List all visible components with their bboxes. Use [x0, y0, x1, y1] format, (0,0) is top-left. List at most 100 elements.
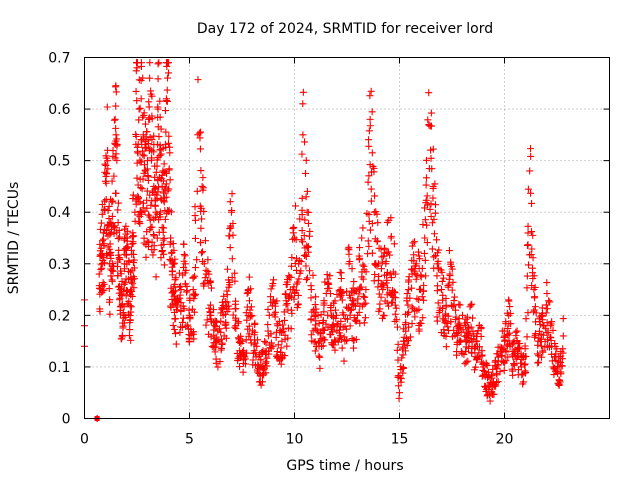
data-point [203, 316, 211, 324]
data-point [212, 333, 220, 341]
data-point [102, 227, 110, 235]
data-point [507, 320, 515, 328]
data-point [139, 151, 147, 159]
data-point [489, 365, 497, 373]
data-point [473, 353, 481, 361]
data-point [200, 207, 208, 215]
data-point [384, 284, 392, 292]
data-point [109, 223, 117, 231]
data-point [271, 308, 279, 316]
data-point [438, 268, 446, 276]
data-point [418, 293, 426, 301]
data-point [438, 305, 446, 313]
data-point [155, 133, 163, 141]
data-point [111, 115, 119, 123]
data-point [434, 257, 442, 265]
data-point [223, 265, 231, 273]
data-point [534, 359, 542, 367]
data-point [404, 286, 412, 294]
data-point [389, 286, 397, 294]
data-point [198, 215, 206, 223]
data-point [283, 300, 291, 308]
data-point [428, 245, 436, 253]
data-point [264, 305, 272, 313]
data-point [143, 237, 151, 245]
data-point [523, 284, 531, 292]
data-point [372, 259, 380, 267]
data-point [365, 142, 373, 150]
data-point [304, 208, 312, 216]
data-point [452, 306, 460, 314]
data-point [220, 292, 228, 300]
data-point [298, 238, 306, 246]
x-tick-label: 20 [496, 432, 514, 448]
data-point [520, 361, 528, 369]
data-point [156, 113, 164, 121]
data-point [553, 345, 561, 353]
data-point [395, 394, 403, 402]
data-point [556, 353, 564, 361]
data-point [484, 368, 492, 376]
data-point [196, 134, 204, 142]
data-point [522, 352, 530, 360]
data-point [257, 381, 265, 389]
data-point [245, 273, 253, 281]
data-point [165, 139, 173, 147]
data-point [165, 132, 173, 140]
data-point [332, 314, 340, 322]
data-point [237, 332, 245, 340]
data-point [478, 351, 486, 359]
data-point [352, 317, 360, 325]
data-point [101, 259, 109, 267]
data-point [302, 169, 310, 177]
data-point [308, 337, 316, 345]
data-point [130, 250, 138, 258]
data-point [543, 279, 551, 287]
data-point [281, 290, 289, 298]
data-point [333, 290, 341, 298]
data-point [162, 169, 170, 177]
data-point [108, 212, 116, 220]
data-point [231, 277, 239, 285]
data-point [365, 242, 373, 250]
data-point [435, 265, 443, 273]
data-point [419, 287, 427, 295]
data-point [284, 334, 292, 342]
data-point [408, 303, 416, 311]
data-point [113, 142, 121, 150]
data-point [298, 206, 306, 214]
data-point [109, 147, 117, 155]
data-point [447, 301, 455, 309]
data-point [320, 308, 328, 316]
data-point [159, 236, 167, 244]
data-point [304, 243, 312, 251]
data-point [267, 293, 275, 301]
data-point [419, 314, 427, 322]
data-point [394, 356, 402, 364]
data-point [476, 343, 484, 351]
data-point [172, 287, 180, 295]
data-point [389, 268, 397, 276]
data-point [273, 297, 281, 305]
data-point [198, 249, 206, 257]
data-point [279, 327, 287, 335]
data-point [165, 59, 173, 67]
data-point [162, 180, 170, 188]
data-point [516, 339, 524, 347]
data-point [112, 150, 120, 158]
data-point [221, 310, 229, 318]
data-point [558, 362, 566, 370]
data-point [191, 264, 199, 272]
data-point [391, 294, 399, 302]
data-point [152, 273, 160, 281]
data-point [136, 218, 144, 226]
data-point [169, 260, 177, 268]
data-point [176, 282, 184, 290]
data-point [160, 261, 168, 269]
data-point [405, 323, 413, 331]
data-point [148, 115, 156, 123]
data-point [154, 188, 162, 196]
data-point [160, 250, 168, 258]
data-point [534, 341, 542, 349]
data-point [406, 333, 414, 341]
